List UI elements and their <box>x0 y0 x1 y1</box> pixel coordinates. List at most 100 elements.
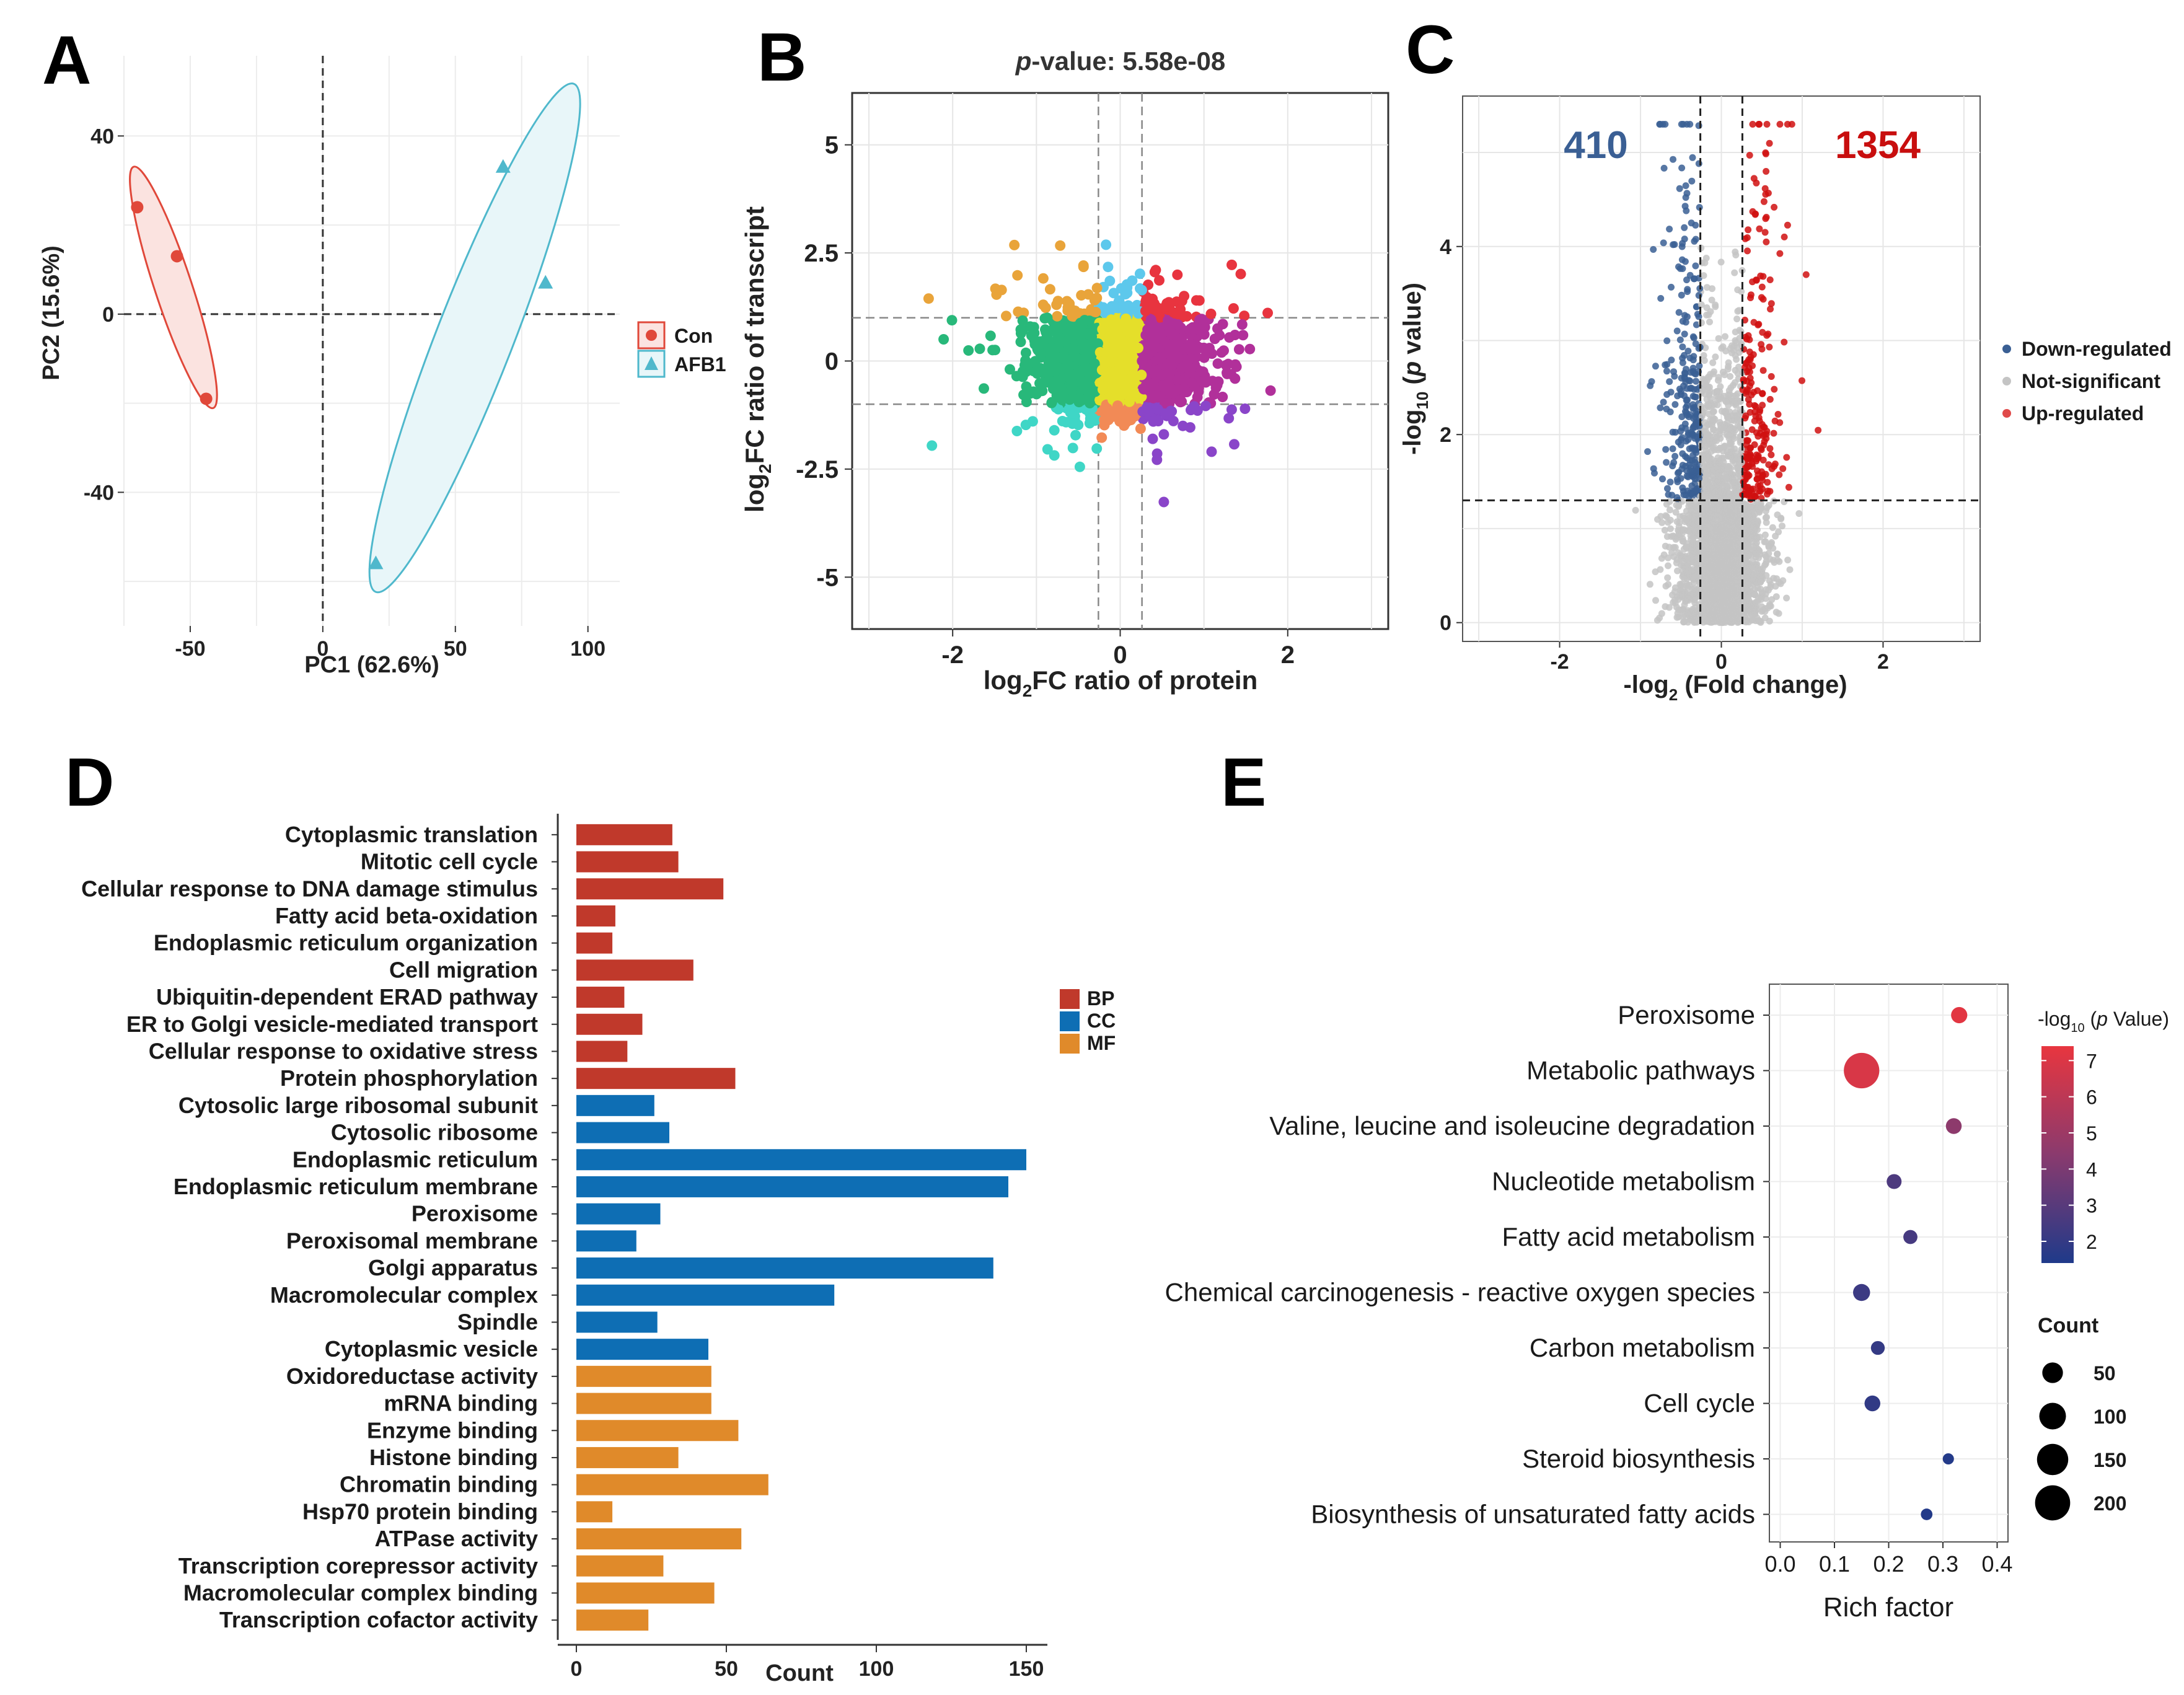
volcano-point <box>1783 454 1790 461</box>
volcano-point <box>1783 594 1790 602</box>
pt-point <box>1033 345 1044 356</box>
volcano-point <box>1779 522 1786 530</box>
pt-x-rest: FC ratio of protein <box>1032 666 1257 695</box>
pt-point <box>1244 343 1256 354</box>
pt-point <box>1168 307 1179 318</box>
volcano-point <box>1768 596 1776 603</box>
volcano-point <box>1651 469 1658 477</box>
volcano-point <box>1632 506 1639 514</box>
volcano-point <box>1697 301 1705 309</box>
pca-x-axis-label: PC1 (62.6%) <box>304 652 439 678</box>
legend-label-afb1: AFB1 <box>674 353 726 376</box>
pt-point <box>1001 310 1011 322</box>
pt-point <box>1223 358 1234 369</box>
pt-point <box>1190 323 1201 334</box>
con-sample-point <box>200 392 213 405</box>
volcano-point <box>1648 378 1655 385</box>
pca-ellipses <box>129 82 581 594</box>
pt-point <box>1127 275 1138 286</box>
volcano-point <box>1678 291 1685 299</box>
volcano-point <box>1675 263 1682 270</box>
volcano-point <box>1662 446 1670 453</box>
pt-point <box>1194 295 1205 306</box>
pt-point <box>1009 239 1020 250</box>
volcano-point <box>1728 342 1735 350</box>
volcano-point <box>1768 451 1775 459</box>
pt-point <box>1049 353 1060 364</box>
volcano-point <box>1763 121 1771 128</box>
legend-con-icon <box>646 330 657 341</box>
volcano-point <box>1785 483 1792 491</box>
volcano-point <box>1753 179 1760 187</box>
pt-y-sub: 2 <box>755 464 775 473</box>
volcano-point <box>1766 276 1774 283</box>
pt-title: p-value: 5.58e-08 <box>1015 46 1226 76</box>
volcano-point <box>1766 445 1774 452</box>
volcano-point <box>1709 285 1715 293</box>
pt-point <box>1153 416 1164 426</box>
pt-point <box>1103 262 1114 273</box>
pt-point <box>1027 416 1038 427</box>
volcano-point <box>1683 543 1689 550</box>
pt-point <box>1114 373 1125 384</box>
volcano-point <box>1784 557 1792 564</box>
volcano-point <box>1763 168 1770 175</box>
pt-point <box>1189 401 1200 412</box>
volcano-point <box>1692 236 1699 243</box>
pt-point <box>1074 461 1085 472</box>
pt-point <box>1073 397 1085 408</box>
volcano-point <box>1718 345 1725 352</box>
volcano-point <box>1731 269 1738 276</box>
pt-point <box>1239 310 1250 322</box>
pt-point <box>1112 400 1123 412</box>
pt-y-rest: FC ratio of transcript <box>740 206 769 464</box>
volcano-point <box>1695 160 1702 167</box>
pt-point <box>1091 443 1103 454</box>
pca-x-tick-label: -50 <box>175 637 205 661</box>
pt-point <box>1179 375 1190 386</box>
pt-y-axis-label: log2FC ratio of transcript <box>740 206 775 513</box>
pt-point <box>1096 364 1107 376</box>
afb1-sample-point <box>538 275 553 289</box>
pt-point <box>1070 429 1081 441</box>
pt-x-log: log <box>984 666 1023 695</box>
pt-point <box>1184 353 1195 364</box>
volcano-point <box>1667 389 1675 396</box>
volcano-point <box>1688 177 1696 185</box>
pt-point <box>1106 330 1117 341</box>
pt-x-tick-label: -2 <box>941 641 964 669</box>
volcano-point <box>1749 208 1756 215</box>
volcano-point <box>1688 219 1695 227</box>
pt-point <box>1029 357 1040 368</box>
pt-point <box>1067 418 1078 429</box>
volcano-point <box>1669 445 1676 452</box>
volcano-point <box>1671 401 1679 408</box>
pt-y-tick-label: -2.5 <box>796 456 839 483</box>
pt-point <box>1210 382 1222 394</box>
pt-point <box>1228 303 1239 314</box>
pt-point <box>1240 403 1251 414</box>
pt-point <box>1078 262 1089 273</box>
panel-label-a: A <box>42 22 91 99</box>
pt-title-rest: -value: 5.58e-08 <box>1031 46 1225 76</box>
pt-point <box>1040 324 1050 335</box>
volcano-point <box>1781 338 1788 346</box>
volcano-point <box>1717 258 1725 266</box>
volcano-point <box>1678 256 1686 263</box>
pt-point <box>1042 312 1053 324</box>
pt-point <box>1172 269 1183 280</box>
pt-point <box>963 345 974 356</box>
volcano-point <box>1772 532 1779 540</box>
pt-point <box>1091 293 1103 304</box>
pt-point <box>1104 356 1115 367</box>
volcano-point <box>1776 250 1784 257</box>
pt-point <box>1021 397 1032 407</box>
pt-point <box>1037 299 1049 310</box>
volcano-point <box>1692 394 1699 401</box>
volcano-point <box>1734 286 1741 294</box>
pt-y-tick-label: -5 <box>816 564 839 591</box>
volcano-point <box>1657 295 1665 302</box>
volcano-point <box>1683 385 1691 392</box>
volcano-point <box>1705 410 1712 418</box>
pt-point <box>1158 429 1169 440</box>
